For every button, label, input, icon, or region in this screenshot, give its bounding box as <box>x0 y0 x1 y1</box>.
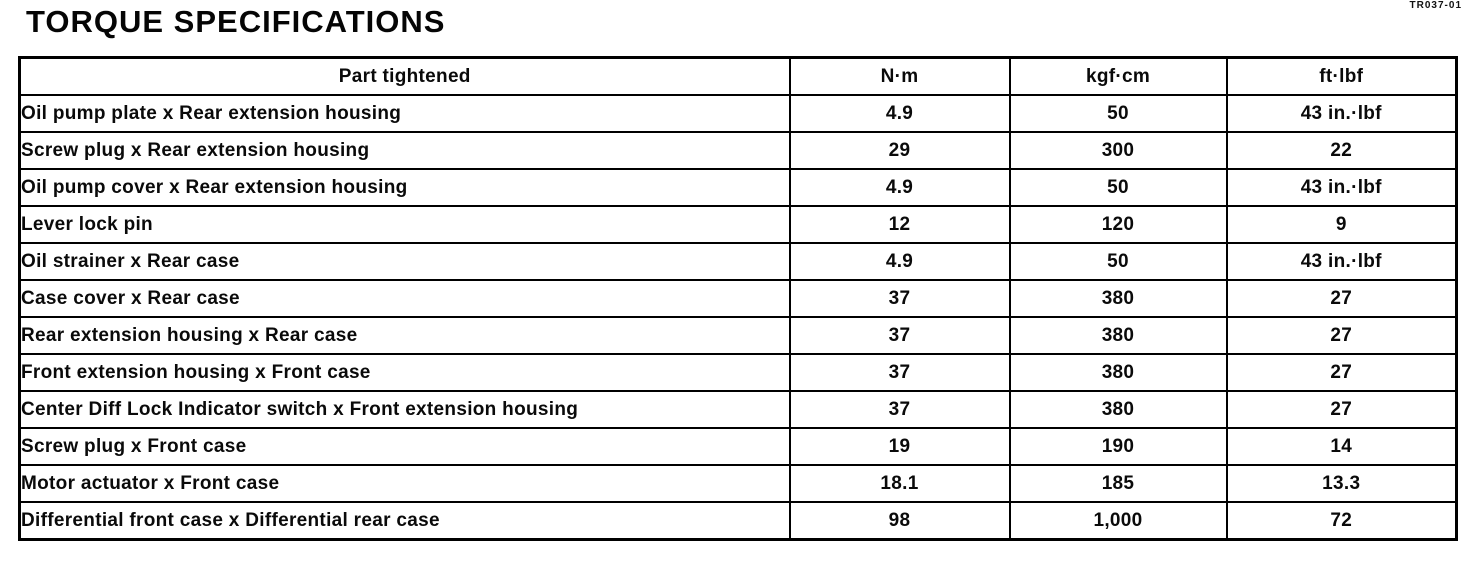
cell-nm: 29 <box>788 131 1011 170</box>
page-code: TR037-01 <box>1409 0 1462 11</box>
cell-nm: 37 <box>788 353 1011 392</box>
column-header-part-tightened: Part tightened <box>18 56 791 96</box>
column-header-kgfcm: kgf·cm <box>1008 56 1228 96</box>
cell-kgfcm: 300 <box>1008 131 1228 170</box>
cell-part: Rear extension housing x Rear case <box>18 316 791 355</box>
cell-nm: 37 <box>788 390 1011 429</box>
cell-ftlbf: 72 <box>1225 501 1458 541</box>
table-row: Front extension housing x Front case 37 38… <box>18 353 1458 392</box>
cell-kgfcm: 1,000 <box>1008 501 1228 541</box>
cell-nm: 12 <box>788 205 1011 244</box>
cell-ftlbf: 43 in.·lbf <box>1225 94 1458 133</box>
table-row: Differential front case x Differential r… <box>18 501 1458 541</box>
cell-nm: 37 <box>788 316 1011 355</box>
table-row: Oil pump cover x Rear extension housing 4… <box>18 168 1458 207</box>
cell-kgfcm: 380 <box>1008 316 1228 355</box>
cell-nm: 98 <box>788 501 1011 541</box>
table-row: Rear extension housing x Rear case 37 380 2… <box>18 316 1458 355</box>
cell-kgfcm: 120 <box>1008 205 1228 244</box>
cell-part: Center Diff Lock Indicator switch x Fron… <box>18 390 791 429</box>
cell-kgfcm: 380 <box>1008 390 1228 429</box>
cell-ftlbf: 27 <box>1225 279 1458 318</box>
table-row: Oil strainer x Rear case 4.9 50 43 in.·lbf <box>18 242 1458 281</box>
table-row: Motor actuator x Front case 18.1 185 13.3 <box>18 464 1458 503</box>
cell-part: Case cover x Rear case <box>18 279 791 318</box>
cell-part: Oil strainer x Rear case <box>18 242 791 281</box>
table-row: Screw plug x Rear extension housing 29 300… <box>18 131 1458 170</box>
cell-ftlbf: 43 in.·lbf <box>1225 242 1458 281</box>
cell-ftlbf: 22 <box>1225 131 1458 170</box>
cell-nm: 18.1 <box>788 464 1011 503</box>
cell-part: Oil pump plate x Rear extension housing <box>18 94 791 133</box>
cell-kgfcm: 190 <box>1008 427 1228 466</box>
cell-ftlbf: 13.3 <box>1225 464 1458 503</box>
cell-kgfcm: 380 <box>1008 279 1228 318</box>
cell-part: Motor actuator x Front case <box>18 464 791 503</box>
table-header: Part tightened N·m kgf·cm ft·lbf <box>18 56 1458 96</box>
cell-ftlbf: 9 <box>1225 205 1458 244</box>
page-title: TORQUE SPECIFICATIONS <box>26 4 446 39</box>
cell-kgfcm: 380 <box>1008 353 1228 392</box>
column-header-ftlbf: ft·lbf <box>1225 56 1458 96</box>
cell-part: Screw plug x Front case <box>18 427 791 466</box>
table-row: Lever lock pin 12 120 9 <box>18 205 1458 244</box>
cell-part: Oil pump cover x Rear extension housing <box>18 168 791 207</box>
cell-part: Front extension housing x Front case <box>18 353 791 392</box>
cell-ftlbf: 43 in.·lbf <box>1225 168 1458 207</box>
cell-part: Screw plug x Rear extension housing <box>18 131 791 170</box>
cell-ftlbf: 14 <box>1225 427 1458 466</box>
cell-nm: 37 <box>788 279 1011 318</box>
cell-nm: 4.9 <box>788 168 1011 207</box>
cell-kgfcm: 185 <box>1008 464 1228 503</box>
table-row: Center Diff Lock Indicator switch x Fron… <box>18 390 1458 429</box>
cell-ftlbf: 27 <box>1225 316 1458 355</box>
cell-part: Lever lock pin <box>18 205 791 244</box>
cell-nm: 4.9 <box>788 94 1011 133</box>
cell-kgfcm: 50 <box>1008 242 1228 281</box>
torque-table-body: Oil pump plate x Rear extension housing 4… <box>18 94 1458 541</box>
cell-kgfcm: 50 <box>1008 94 1228 133</box>
table-row: Oil pump plate x Rear extension housing 4… <box>18 94 1458 133</box>
cell-part: Differential front case x Differential r… <box>18 501 791 541</box>
cell-kgfcm: 50 <box>1008 168 1228 207</box>
cell-ftlbf: 27 <box>1225 390 1458 429</box>
cell-ftlbf: 27 <box>1225 353 1458 392</box>
cell-nm: 4.9 <box>788 242 1011 281</box>
cell-nm: 19 <box>788 427 1011 466</box>
table-header-row: Part tightened N·m kgf·cm ft·lbf <box>18 56 1458 96</box>
table-row: Case cover x Rear case 37 380 27 <box>18 279 1458 318</box>
table-row: Screw plug x Front case 19 190 14 <box>18 427 1458 466</box>
column-header-nm: N·m <box>788 56 1011 96</box>
torque-specifications-table: Part tightened N·m kgf·cm ft·lbf Oil pum… <box>18 56 1458 541</box>
